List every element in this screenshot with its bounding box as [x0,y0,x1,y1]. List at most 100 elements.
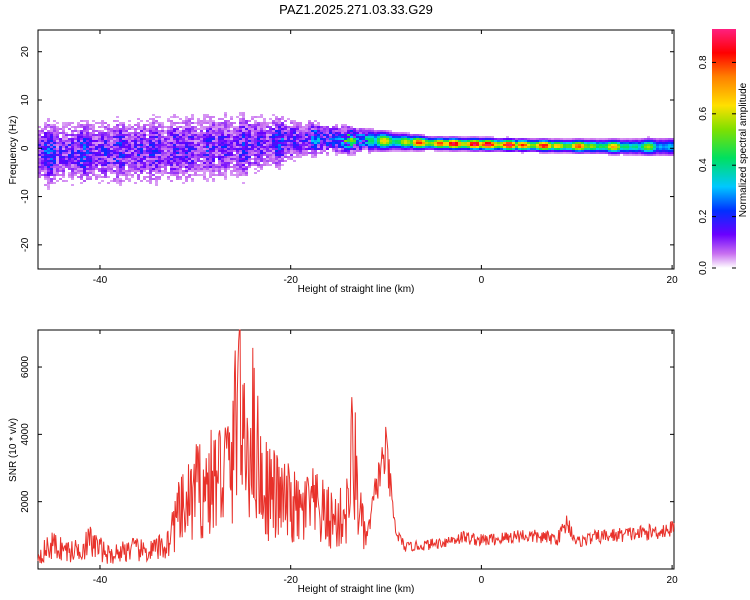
heatmap-cell [371,150,374,152]
heatmap-cell [155,172,158,174]
heatmap-cell [185,144,188,146]
heatmap-cell [425,146,428,148]
heatmap-cell [224,166,227,168]
heatmap-cell [248,120,251,122]
heatmap-cell [89,164,92,166]
heatmap-cell [506,144,509,146]
heatmap-cell [176,168,179,170]
heatmap-cell [41,136,44,138]
heatmap-cell [260,150,263,152]
heatmap-cell [119,124,122,126]
heatmap-cell [257,134,260,136]
heatmap-cell [326,138,329,140]
heatmap-cell [395,140,398,142]
heatmap-cell [572,148,575,150]
heatmap-cell [473,146,476,148]
heatmap-cell [284,142,287,144]
heatmap-cell [386,150,389,152]
heatmap-cell [260,158,263,160]
heatmap-cell [446,138,449,140]
heatmap-cell [44,168,47,170]
heatmap-cell [281,154,284,156]
heatmap-cell [113,136,116,138]
heatmap-cell [173,162,176,164]
heatmap-cell [140,148,143,150]
heatmap-cell [203,158,206,160]
heatmap-cell [50,160,53,162]
heatmap-cell [461,148,464,150]
heatmap-cell [578,144,581,146]
heatmap-cell [248,124,251,126]
heatmap-cell [191,122,194,124]
heatmap-cell [176,136,179,138]
heatmap-cell [620,140,623,142]
heatmap-cell [377,132,380,134]
heatmap-cell [47,146,50,148]
heatmap-cell [77,160,80,162]
heatmap-cell [278,130,281,132]
heatmap-cell [389,150,392,152]
heatmap-cell [77,122,80,124]
heatmap-cell [164,146,167,148]
heatmap-cell [44,156,47,158]
heatmap-cell [47,138,50,140]
heatmap-cell [50,154,53,156]
heatmap-cell [152,114,155,116]
heatmap-cell [416,142,419,144]
heatmap-cell [254,132,257,134]
heatmap-cell [383,132,386,134]
heatmap-cell [80,176,83,178]
heatmap-cell [131,164,134,166]
heatmap-cell [356,144,359,146]
heatmap-cell [170,122,173,124]
heatmap-cell [41,174,44,176]
heatmap-cell [185,134,188,136]
heatmap-cell [515,144,518,146]
heatmap-cell [380,130,383,132]
heatmap-cell [524,148,527,150]
heatmap-cell [479,146,482,148]
heatmap-cell [224,164,227,166]
heatmap-cell [134,152,137,154]
heatmap-cell [584,140,587,142]
heatmap-cell [314,146,317,148]
heatmap-cell [620,138,623,140]
heatmap-cell [86,144,89,146]
heatmap-cell [650,150,653,152]
heatmap-cell [62,146,65,148]
heatmap-cell [203,178,206,180]
heatmap-cell [263,136,266,138]
heatmap-cell [98,170,101,172]
heatmap-cell [281,132,284,134]
heatmap-cell [254,148,257,150]
heatmap-cell [515,146,518,148]
heatmap-cell [311,122,314,124]
heatmap-cell [446,142,449,144]
heatmap-cell [47,150,50,152]
heatmap-cell [86,158,89,160]
heatmap-cell [344,152,347,154]
heatmap-cell [47,166,50,168]
heatmap-cell [179,176,182,178]
heatmap-cell [314,142,317,144]
heatmap-cell [341,134,344,136]
heatmap-cell [122,142,125,144]
heatmap-cell [605,152,608,154]
heatmap-cell [533,142,536,144]
heatmap-cell [284,150,287,152]
heatmap-cell [95,146,98,148]
heatmap-cell [242,136,245,138]
heatmap-cell [314,128,317,130]
heatmap-cell [161,138,164,140]
heatmap-cell [194,142,197,144]
heatmap-cell [179,178,182,180]
heatmap-cell [263,120,266,122]
heatmap-cell [443,140,446,142]
heatmap-cell [476,140,479,142]
heatmap-cell [50,130,53,132]
heatmap-cell [236,150,239,152]
heatmap-cell [611,148,614,150]
heatmap-cell [668,144,671,146]
heatmap-cell [182,156,185,158]
heatmap-cell [272,130,275,132]
